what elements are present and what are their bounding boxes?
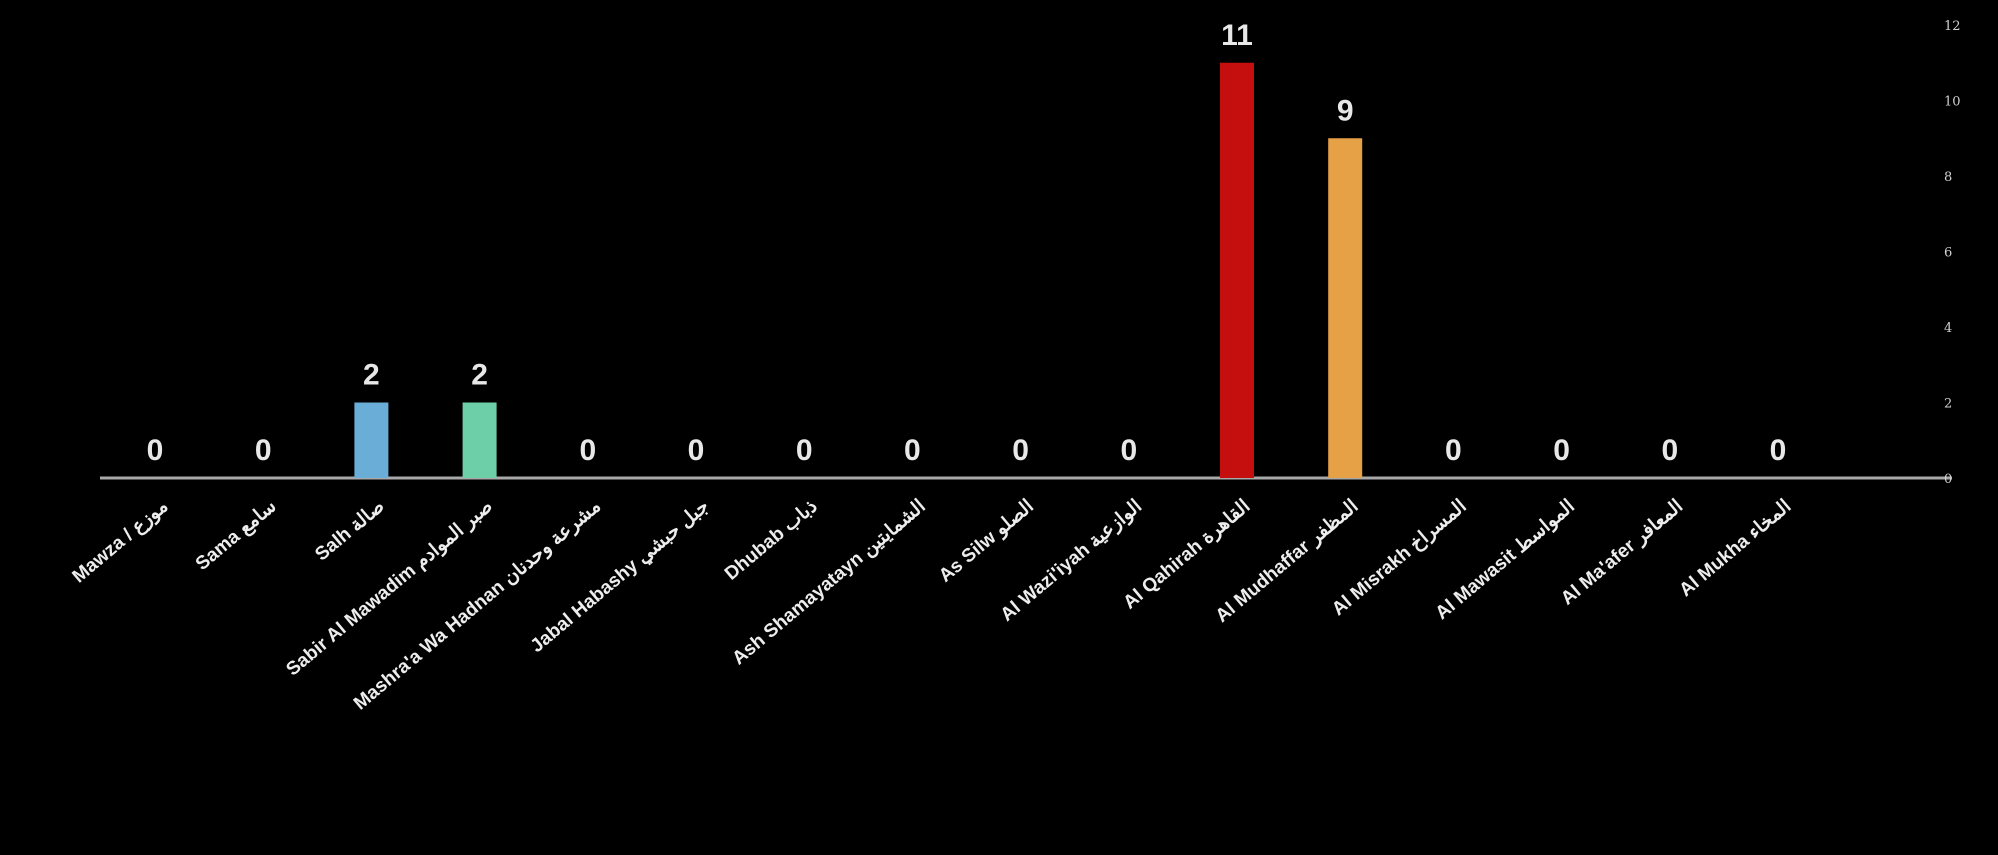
y-tick-label: 0 [1944, 472, 1952, 487]
x-tick-label: Sama سامع [192, 496, 281, 575]
x-tick-label: Jabal Habashy جبل حبشي [527, 496, 714, 658]
data-label: 0 [796, 434, 813, 467]
y-tick-label: 2 [1944, 397, 1952, 412]
x-tick-label: Mawza / موزع [69, 496, 173, 588]
data-labels: 0 0 2 2 0 0 0 0 0 0 11 9 0 0 0 0 [147, 19, 1787, 467]
x-tick-label: As Silw الصلو [935, 496, 1038, 587]
y-tick-label: 10 [1944, 95, 1961, 110]
data-label: 2 [363, 359, 380, 392]
data-label: 0 [147, 434, 164, 467]
data-label: 0 [255, 434, 272, 467]
y-tick-label: 6 [1944, 246, 1952, 261]
x-tick-label: Sabir Al Mawadim صبر الموادم [282, 496, 496, 681]
data-label: 0 [1661, 434, 1678, 467]
data-label: 0 [1120, 434, 1137, 467]
data-label: 0 [1012, 434, 1029, 467]
x-tick-label: Salh صالة [311, 496, 388, 566]
data-label: 0 [1770, 434, 1787, 467]
bar [1220, 62, 1254, 478]
bar [354, 402, 389, 478]
data-label: 0 [904, 434, 921, 467]
data-label: 0 [1553, 434, 1570, 467]
data-label: 2 [471, 359, 488, 392]
bar [462, 402, 497, 478]
data-label: 11 [1221, 19, 1253, 52]
y-tick-label: 8 [1944, 170, 1952, 185]
y-tick-label: 4 [1944, 321, 1952, 336]
y-tick-label: 12 [1944, 19, 1961, 34]
x-tick-label: Ash Shamayatayn الشمايتين [728, 496, 929, 670]
data-label: 9 [1337, 94, 1354, 127]
x-tick-label: Mashra'a Wa Hadnan مشرعة وحدنان [350, 496, 605, 715]
data-label: 0 [1445, 434, 1462, 467]
data-label: 0 [688, 434, 705, 467]
x-tick-label: Al Mukha المخاء [1675, 496, 1795, 601]
x-tick-label: Dhubab ذباب [721, 496, 821, 585]
y-axis-tick-labels: 0 2 4 6 8 10 12 [1944, 19, 1961, 487]
bar [1328, 138, 1363, 478]
bars [354, 62, 1363, 478]
data-label: 0 [579, 434, 596, 467]
